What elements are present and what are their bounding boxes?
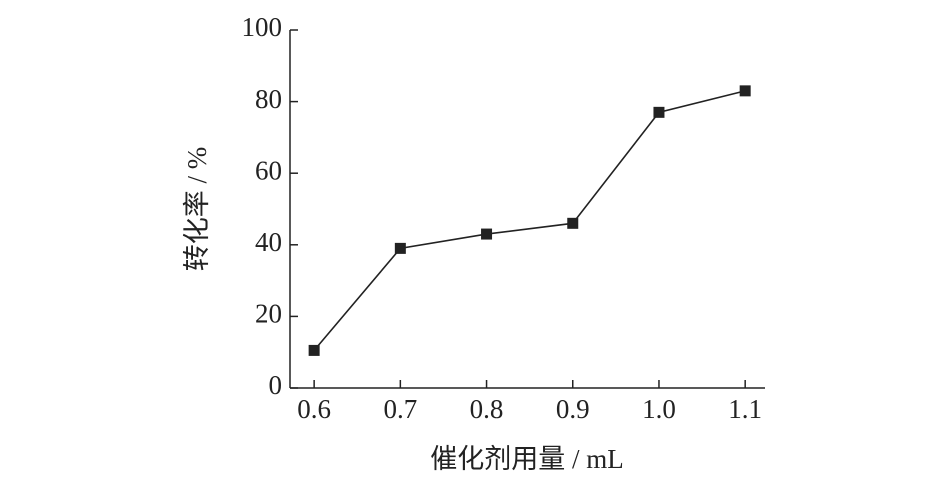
y-tick-label: 60 [255, 155, 282, 185]
marker [481, 228, 493, 240]
y-tick-label: 40 [255, 227, 282, 257]
x-tick-label: 1.1 [728, 394, 762, 424]
y-tick-label: 80 [255, 84, 282, 114]
x-tick-label: 0.8 [470, 394, 504, 424]
y-tick-label: 20 [255, 299, 282, 329]
marker [653, 106, 665, 118]
marker [394, 242, 406, 254]
marker [739, 85, 751, 97]
marker [308, 344, 320, 356]
marker [567, 217, 579, 229]
y-tick-label: 0 [269, 370, 283, 400]
series-line [313, 90, 746, 351]
x-tick-label: 0.9 [556, 394, 590, 424]
x-tick-label: 0.7 [383, 394, 417, 424]
x-tick-label: 1.0 [642, 394, 676, 424]
y-axis-label: 转化率 / % [182, 147, 212, 272]
x-axis-label: 催化剂用量 / mL [430, 444, 624, 474]
y-tick-label: 100 [242, 12, 283, 42]
x-tick-label: 0.6 [297, 394, 331, 424]
